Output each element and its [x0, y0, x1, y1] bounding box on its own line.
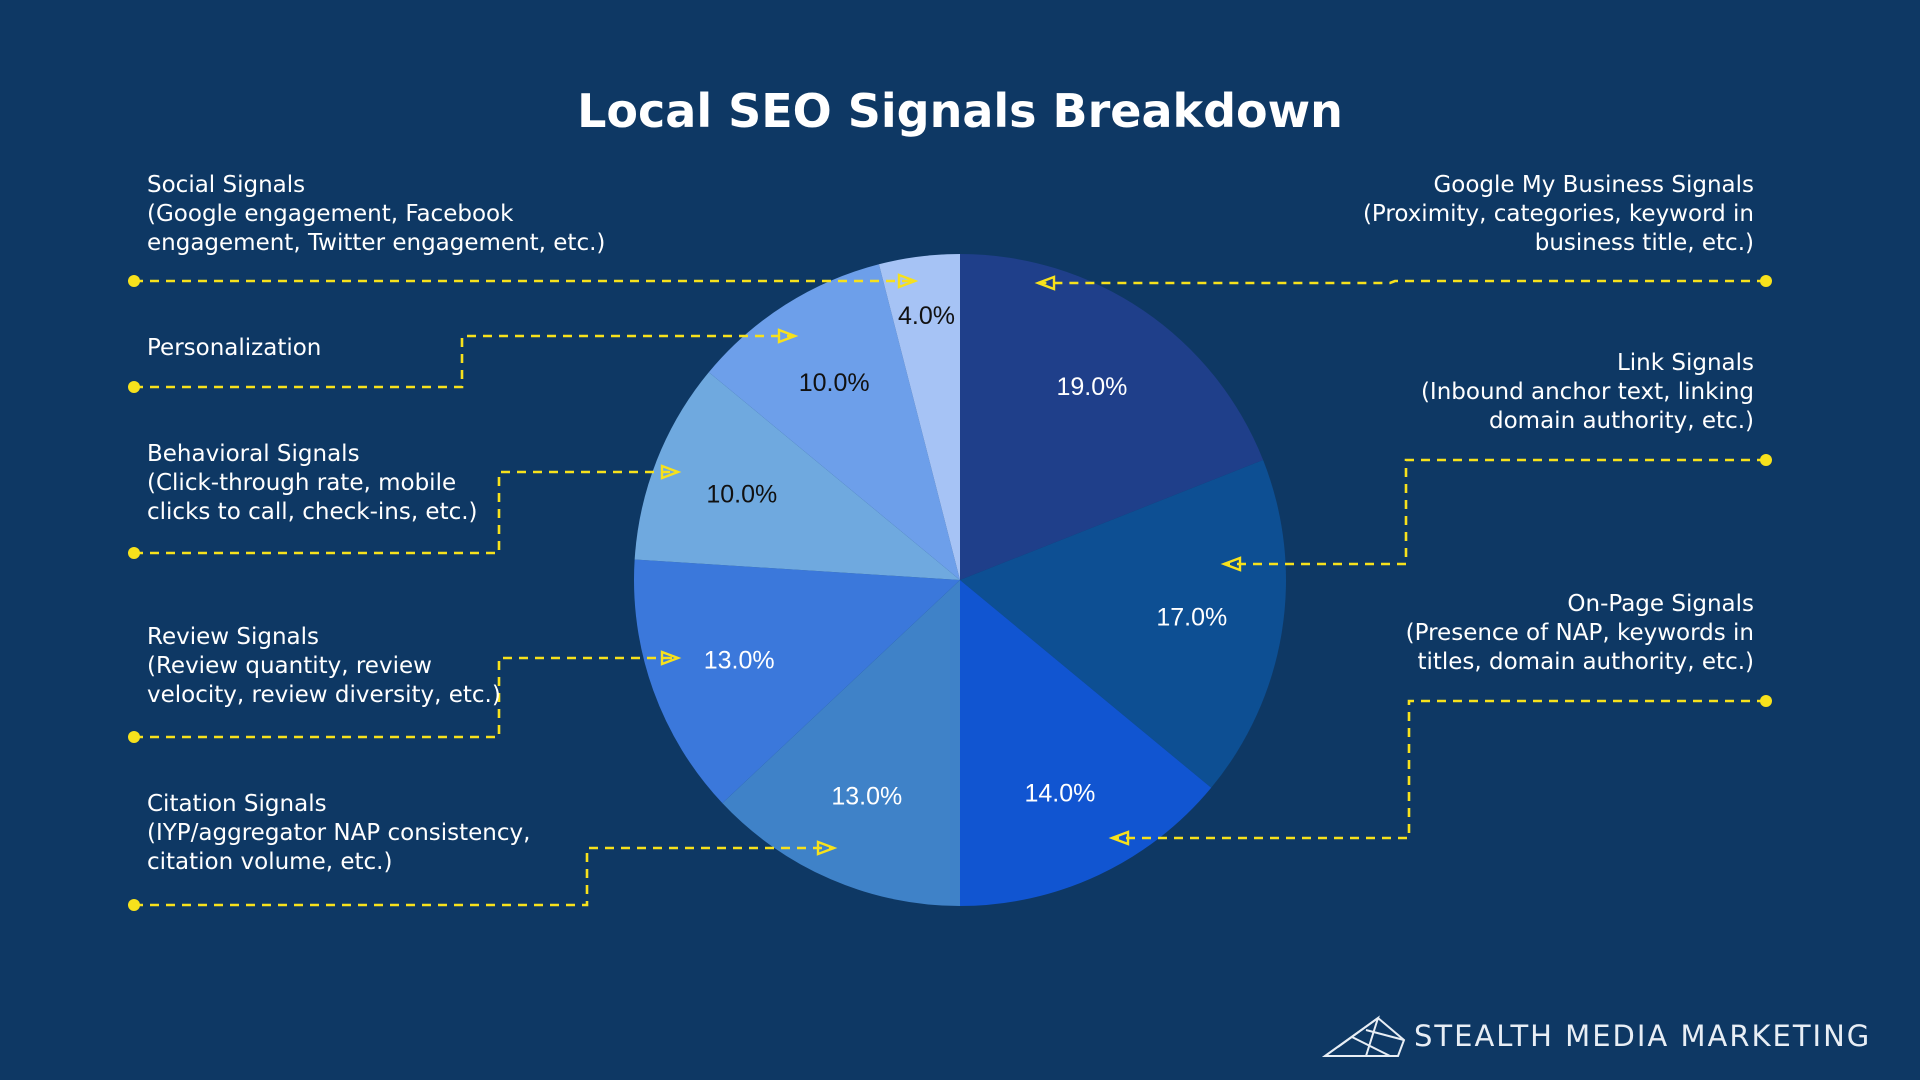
callout-leaders [128, 273, 1772, 911]
pie-slice-on-page-signals [960, 580, 1212, 906]
callout-description-line: business title, etc.) [1535, 230, 1754, 256]
callout-label-google-my-business-signals: Google My Business Signals (Proximity, ca… [1363, 172, 1754, 256]
callout-line-personalization [134, 334, 795, 389]
callout-title: Citation Signals [147, 791, 327, 817]
pie-value-labels: 19.0% 17.0% 14.0% 13.0% 13.0% 10.0% 10.0% 4.0% [704, 302, 1227, 811]
callout-arrow-personalization [777, 328, 799, 344]
brand-logo: STEALTH MEDIA MARKETING [1321, 1015, 1871, 1057]
callout-arrow-link-signals [1220, 556, 1242, 572]
pie-slice-social-signals [878, 254, 960, 580]
callout-label-social-signals: Social Signals (Google engagement, Facebo… [147, 172, 605, 256]
callout-labels: Google My Business Signals (Proximity, ca… [147, 172, 1754, 875]
pie-slice-review-signals [633, 559, 960, 804]
pie-value-label-google-my-business-signals: 19.0% [1056, 373, 1127, 401]
callout-description-line: (Presence of NAP, keywords in [1406, 620, 1754, 646]
callout-arrow-behavioral-signals [660, 464, 682, 480]
callout-label-personalization: Personalization [147, 335, 321, 361]
callout-description-line: engagement, Twitter engagement, etc.) [147, 230, 605, 256]
pie-slices [633, 254, 1287, 906]
callout-description-line: (Inbound anchor text, linking [1421, 379, 1754, 405]
callout-arrow-citation-signals [816, 840, 838, 856]
callout-title: Review Signals [147, 624, 319, 650]
pie-value-label-on-page-signals: 14.0% [1024, 779, 1095, 807]
callout-dot-review-signals [128, 731, 140, 743]
callout-title: Personalization [147, 335, 321, 361]
callout-title: Link Signals [1617, 350, 1754, 376]
callout-description-line: clicks to call, check-ins, etc.) [147, 499, 478, 525]
callout-title: Google My Business Signals [1433, 172, 1754, 198]
callout-description-line: (Google engagement, Facebook [147, 201, 514, 227]
callout-dot-google-my-business-signals [1760, 275, 1772, 287]
callout-arrow-on-page-signals [1108, 830, 1130, 846]
callout-description-line: titles, domain authority, etc.) [1417, 649, 1754, 675]
callout-title: On-Page Signals [1567, 591, 1754, 617]
pie-value-label-review-signals: 13.0% [704, 647, 775, 675]
callout-label-review-signals: Review Signals (Review quantity, review ve… [147, 624, 501, 708]
callout-line-google-my-business-signals [1038, 279, 1766, 285]
callout-title: Social Signals [147, 172, 305, 198]
stealth-jet-icon [1321, 1015, 1406, 1057]
callout-dot-personalization [128, 381, 140, 393]
callout-description-line: (Click-through rate, mobile [147, 470, 456, 496]
pie-slice-behavioral-signals [634, 372, 960, 580]
callout-label-behavioral-signals: Behavioral Signals (Click-through rate, m… [147, 441, 478, 525]
callout-label-on-page-signals: On-Page Signals (Presence of NAP, keyword… [1406, 591, 1754, 675]
callout-description-line: velocity, review diversity, etc.) [147, 682, 501, 708]
chart-title: Local SEO Signals Breakdown [577, 84, 1343, 138]
callout-label-citation-signals: Citation Signals (IYP/aggregator NAP cons… [147, 791, 530, 875]
callout-description-line: (IYP/aggregator NAP consistency, [147, 820, 530, 846]
callout-arrow-review-signals [660, 650, 682, 666]
callout-label-link-signals: Link Signals (Inbound anchor text, linkin… [1421, 350, 1754, 434]
callout-description-line: (Proximity, categories, keyword in [1363, 201, 1754, 227]
callout-title: Behavioral Signals [147, 441, 360, 467]
pie-value-label-social-signals: 4.0% [898, 302, 955, 330]
callout-arrow-google-my-business-signals [1034, 275, 1056, 291]
callout-line-behavioral-signals [134, 470, 678, 555]
pie-slice-citation-signals [722, 580, 960, 906]
callout-dot-on-page-signals [1760, 695, 1772, 707]
callout-description-line: domain authority, etc.) [1489, 408, 1754, 434]
callout-line-citation-signals [134, 846, 834, 907]
pie-slice-link-signals [960, 459, 1287, 788]
pie-slice-personalization [708, 264, 960, 580]
callout-dot-link-signals [1760, 454, 1772, 466]
callout-dot-citation-signals [128, 899, 140, 911]
callout-arrow-social-signals [897, 273, 919, 289]
pie-value-label-behavioral-signals: 10.0% [706, 481, 777, 509]
callout-description-line: citation volume, etc.) [147, 849, 392, 875]
callout-line-link-signals [1224, 458, 1766, 566]
callout-line-review-signals [134, 656, 678, 739]
pie-value-label-personalization: 10.0% [799, 369, 870, 397]
pie-slice-google-my-business-signals [960, 254, 1264, 580]
brand-name: STEALTH MEDIA MARKETING [1414, 1019, 1871, 1053]
callout-line-on-page-signals [1112, 699, 1766, 840]
pie-value-label-link-signals: 17.0% [1156, 604, 1227, 632]
callout-dot-behavioral-signals [128, 547, 140, 559]
callout-description-line: (Review quantity, review [147, 653, 432, 679]
pie-value-label-citation-signals: 13.0% [831, 782, 902, 810]
callout-dot-social-signals [128, 275, 140, 287]
